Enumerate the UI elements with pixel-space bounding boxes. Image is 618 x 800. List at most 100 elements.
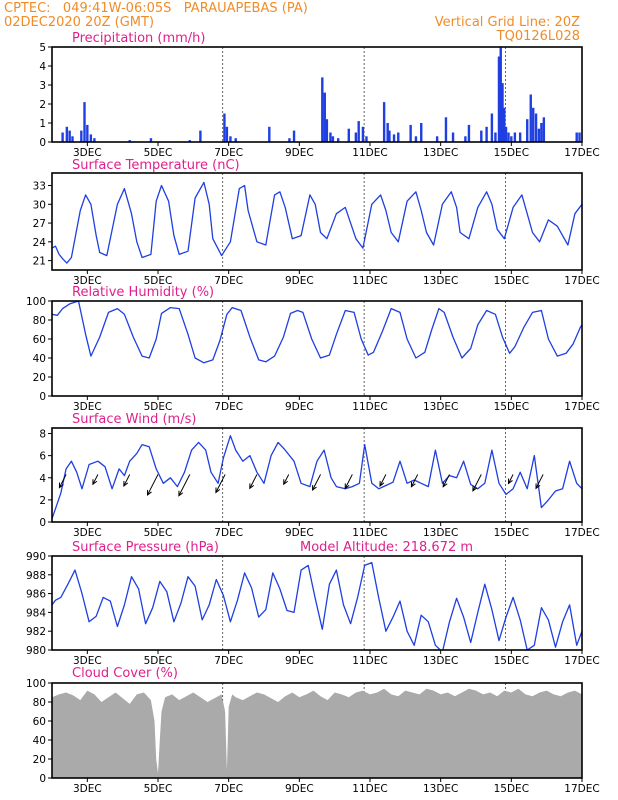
precip-bar xyxy=(365,136,368,142)
header-date: 02DEC2020 20Z (GMT) xyxy=(4,15,154,30)
wind-x-tick-label: 15DEC xyxy=(494,527,529,539)
wind-vector xyxy=(283,474,290,485)
wind-x-tick-label: 5DEC xyxy=(144,527,173,539)
wind-x-tick-label: 11DEC xyxy=(352,527,387,539)
wind-y-tick-label: 4 xyxy=(39,473,46,485)
pres-title: Surface Pressure (hPa) xyxy=(72,540,219,555)
wind-data xyxy=(52,435,582,519)
cloud-y-tick-label: 100 xyxy=(26,678,46,690)
precip-y-tick-label: 1 xyxy=(39,118,46,130)
panel-wind: Surface Wind (m/s) 0 2 4 6 8 3DEC 5DEC 7DEC 9DEC 1… xyxy=(39,412,599,539)
cloud-cover-area xyxy=(52,688,582,778)
temp-series-line xyxy=(52,181,582,264)
precip-bar xyxy=(435,136,439,142)
precip-bar xyxy=(331,136,335,142)
pres-x-tick-label: 7DEC xyxy=(214,655,243,667)
pres-series-line xyxy=(52,561,582,650)
wind-y-tick-label: 0 xyxy=(39,517,46,529)
wind-vector-head xyxy=(379,480,385,487)
pres-data xyxy=(52,561,582,650)
temp-x-tick-label: 7DEC xyxy=(214,275,243,287)
wind-vector-head xyxy=(58,482,64,489)
wind-vector xyxy=(92,474,99,485)
wind-vector xyxy=(344,474,353,489)
wind-vector-head xyxy=(410,481,416,488)
rh-x-tick-label: 5DEC xyxy=(144,401,173,413)
precip-bar xyxy=(490,113,494,142)
temp-y-tick-label: 21 xyxy=(33,256,46,268)
wind-vector xyxy=(123,474,131,487)
rh-x-tick-label: 9DEC xyxy=(285,401,314,413)
wind-y-tick-label: 6 xyxy=(39,451,46,463)
precip-bar xyxy=(480,130,483,142)
precip-bar xyxy=(268,126,271,142)
rh-data xyxy=(52,301,582,364)
rh-x-tick-label: 17DEC xyxy=(564,401,599,413)
wind-vector-head xyxy=(123,480,129,487)
cloud-x-tick-label: 15DEC xyxy=(494,783,529,795)
precip-bar xyxy=(529,94,532,142)
cloud-data xyxy=(52,688,582,778)
precip-bar xyxy=(534,113,538,142)
precip-x-tick-label: 17DEC xyxy=(564,147,599,159)
precip-bar xyxy=(347,128,350,142)
precip-bar xyxy=(444,117,448,142)
pres-frame xyxy=(51,555,583,651)
temp-x-tick-label: 3DEC xyxy=(73,275,102,287)
wind-vector xyxy=(535,474,544,489)
header-model-code: TQ0126L028 xyxy=(496,29,580,44)
cloud-x-tick-label: 11DEC xyxy=(352,783,387,795)
cloud-x-tick-label: 7DEC xyxy=(214,783,243,795)
cloud-y-tick-label: 20 xyxy=(33,754,46,766)
rh-y-tick-label: 60 xyxy=(33,334,46,346)
wind-x-tick-label: 13DEC xyxy=(423,527,458,539)
pres-y-tick-label: 990 xyxy=(26,551,46,563)
temp-y-tick-label: 30 xyxy=(33,199,46,211)
wind-vector xyxy=(379,474,387,487)
pres-x-tick-label: 3DEC xyxy=(73,655,102,667)
cloud-y-tick-label: 60 xyxy=(33,716,46,728)
temp-title: Surface Temperature (nC) xyxy=(72,158,240,173)
precip-bar xyxy=(354,132,358,142)
precip-bar xyxy=(68,130,71,142)
pres-y-tick-label: 988 xyxy=(26,570,46,582)
cloud-title: Cloud Cover (%) xyxy=(72,666,178,681)
precip-bar xyxy=(499,47,502,142)
precip-bar xyxy=(388,130,391,142)
precip-bar xyxy=(61,132,64,142)
cloud-y-tick-label: 0 xyxy=(39,773,46,785)
precip-bar xyxy=(526,119,529,142)
rh-x-tick-label: 7DEC xyxy=(214,401,243,413)
precip-bar xyxy=(503,107,506,142)
precip-bar xyxy=(188,140,191,142)
wind-vector xyxy=(312,474,321,491)
precip-bar xyxy=(321,77,324,142)
precip-bar xyxy=(414,136,418,142)
pres-x-tick-label: 17DEC xyxy=(564,655,599,667)
wind-vector-head xyxy=(215,487,221,494)
precip-bar xyxy=(357,121,360,142)
wind-vector-head xyxy=(442,481,448,488)
precip-bar xyxy=(578,132,581,142)
wind-vector-head xyxy=(92,479,98,486)
precip-bar xyxy=(485,126,488,142)
precip-bar xyxy=(542,117,546,142)
temp-x-tick-label: 9DEC xyxy=(285,275,314,287)
precip-title: Precipitation (mm/h) xyxy=(72,31,205,46)
wind-x-tick-label: 9DEC xyxy=(285,527,314,539)
pres-x-tick-label: 13DEC xyxy=(423,655,458,667)
precip-x-tick-label: 9DEC xyxy=(285,147,314,159)
rh-frame xyxy=(51,300,583,397)
precip-bar xyxy=(93,138,96,142)
precip-bar xyxy=(540,123,543,142)
precip-bar xyxy=(80,130,83,142)
cloud-x-tick-label: 9DEC xyxy=(285,783,314,795)
wind-x-tick-label: 7DEC xyxy=(214,527,243,539)
precip-y-tick-label: 4 xyxy=(39,61,46,73)
rh-y-tick-label: 40 xyxy=(33,353,46,365)
temp-x-tick-label: 15DEC xyxy=(494,275,529,287)
precip-bar xyxy=(518,132,522,142)
cloud-y-tick-label: 80 xyxy=(33,697,46,709)
precip-y-tick-label: 0 xyxy=(39,137,46,149)
precip-bar xyxy=(420,123,423,142)
